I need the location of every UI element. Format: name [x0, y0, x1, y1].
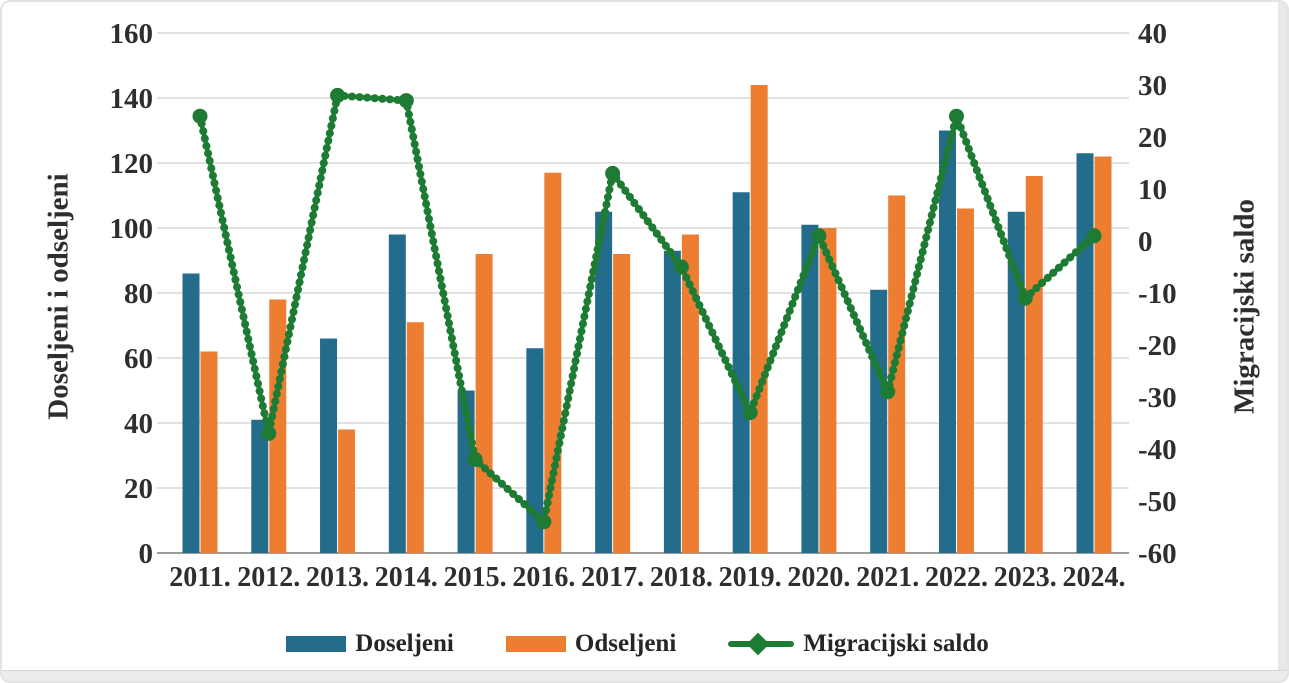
bar-doseljeni-2013 [320, 338, 338, 553]
bar-doseljeni-2018 [663, 250, 681, 553]
bar-odseljeni-2019 [750, 85, 768, 553]
y-right-tick-30: 30 [1138, 70, 1167, 102]
bar-odseljeni-2021 [888, 195, 906, 553]
saldo-marker-2020 [811, 228, 827, 244]
bar-odseljeni-2011 [200, 351, 218, 553]
saldo-marker-2012 [261, 425, 277, 441]
bar-doseljeni-2020 [801, 224, 819, 553]
x-tick-2015: 2015. [444, 562, 507, 593]
saldo-marker-2019 [742, 405, 758, 421]
bar-doseljeni-2019 [732, 192, 750, 553]
bar-odseljeni-2024 [1094, 156, 1112, 553]
y-right-tick-0: 0 [1138, 226, 1153, 258]
y-right-tick-40: 40 [1138, 18, 1167, 50]
y-left-tick-60: 60 [124, 343, 153, 375]
y-right-tick-20: 20 [1138, 122, 1167, 154]
saldo-marker-2022 [948, 108, 964, 124]
y-left-tick-100: 100 [110, 213, 154, 245]
bar-odseljeni-2023 [1025, 176, 1043, 553]
y-left-tick-40: 40 [124, 408, 153, 440]
bar-doseljeni-2014 [388, 234, 406, 553]
x-tick-2022: 2022. [925, 562, 988, 593]
y-left-tick-0: 0 [139, 538, 154, 570]
y-right-tick--30: -30 [1138, 382, 1177, 414]
x-tick-2017: 2017. [581, 562, 644, 593]
bar-odseljeni-2014 [406, 322, 424, 553]
bar-odseljeni-2017 [613, 254, 631, 553]
bar-odseljeni-2018 [681, 234, 699, 553]
saldo-marker-2011 [192, 108, 208, 124]
bar-doseljeni-2022 [938, 130, 956, 553]
saldo-diamond-marker-icon [746, 632, 770, 656]
saldo-marker-2014 [398, 93, 414, 109]
chart-plot-area: 0 20 40 60 80 100 120 140 160 -60 -50 -40 -30 -20 -10 0… [110, 18, 1177, 593]
bar-doseljeni-2012 [251, 419, 269, 553]
y-right-tick--10: -10 [1138, 278, 1177, 310]
left-axis-title: Doseljeni i odseljeni [42, 173, 75, 420]
bar-odseljeni-2013 [338, 429, 356, 553]
legend-item-odseljeni: Odseljeni [505, 630, 677, 658]
chart-legend: Doseljeni Odseljeni Migracijski saldo [2, 630, 1273, 658]
saldo-line-sample [728, 632, 795, 656]
y-right-tick-10: 10 [1138, 174, 1167, 206]
saldo-marker-2023 [1017, 290, 1033, 306]
bar-doseljeni-2016 [526, 348, 544, 553]
x-tick-2024: 2024. [1063, 562, 1126, 593]
x-tick-2023: 2023. [994, 562, 1057, 593]
y-left-tick-120: 120 [110, 148, 154, 180]
card-right-edge [1278, 2, 1287, 681]
x-tick-2020: 2020. [787, 562, 850, 593]
y-left-tick-140: 140 [110, 83, 154, 115]
y-right-tick--40: -40 [1138, 434, 1177, 466]
legend-item-doseljeni: Doseljeni [286, 630, 454, 658]
y-left-tick-160: 160 [110, 18, 154, 50]
odseljeni-color-swatch [505, 636, 566, 652]
y-right-tick--60: -60 [1138, 538, 1177, 570]
saldo-marker-2015 [467, 451, 483, 467]
legend-label-saldo: Migracijski saldo [803, 630, 989, 657]
x-tick-2016: 2016. [512, 562, 575, 593]
x-tick-2012: 2012. [237, 562, 300, 593]
bar-odseljeni-2020 [819, 228, 837, 553]
doseljeni-color-swatch [286, 636, 347, 652]
x-tick-2013: 2013. [306, 562, 369, 593]
saldo-marker-2021 [880, 384, 896, 400]
bar-doseljeni-2021 [870, 289, 888, 553]
bar-doseljeni-2024 [1076, 153, 1094, 553]
legend-label-odseljeni: Odseljeni [574, 630, 677, 657]
x-tick-2021: 2021. [856, 562, 919, 593]
legend-item-saldo: Migracijski saldo [728, 630, 989, 658]
y-right-tick--50: -50 [1138, 486, 1177, 518]
y-left-tick-20: 20 [124, 473, 153, 505]
saldo-marker-2024 [1086, 228, 1102, 244]
right-axis-title: Migracijski saldo [1228, 198, 1261, 415]
saldo-marker-2013 [330, 87, 346, 103]
saldo-line-dots [196, 91, 1099, 526]
bar-doseljeni-2011 [182, 273, 200, 553]
x-tick-2014: 2014. [375, 562, 438, 593]
bar-doseljeni-2017 [595, 211, 613, 553]
y-left-tick-80: 80 [124, 278, 153, 310]
x-tick-2011: 2011. [169, 562, 230, 593]
saldo-marker-2017 [605, 165, 621, 181]
x-tick-2018: 2018. [650, 562, 713, 593]
y-right-tick--20: -20 [1138, 330, 1177, 362]
bar-odseljeni-2015 [475, 254, 493, 553]
saldo-marker-2018 [673, 259, 689, 275]
bar-odseljeni-2022 [956, 208, 974, 553]
legend-label-doseljeni: Doseljeni [355, 630, 454, 657]
x-tick-2019: 2019. [719, 562, 782, 593]
saldo-marker-2016 [536, 514, 552, 530]
card-bottom-edge [2, 670, 1287, 681]
